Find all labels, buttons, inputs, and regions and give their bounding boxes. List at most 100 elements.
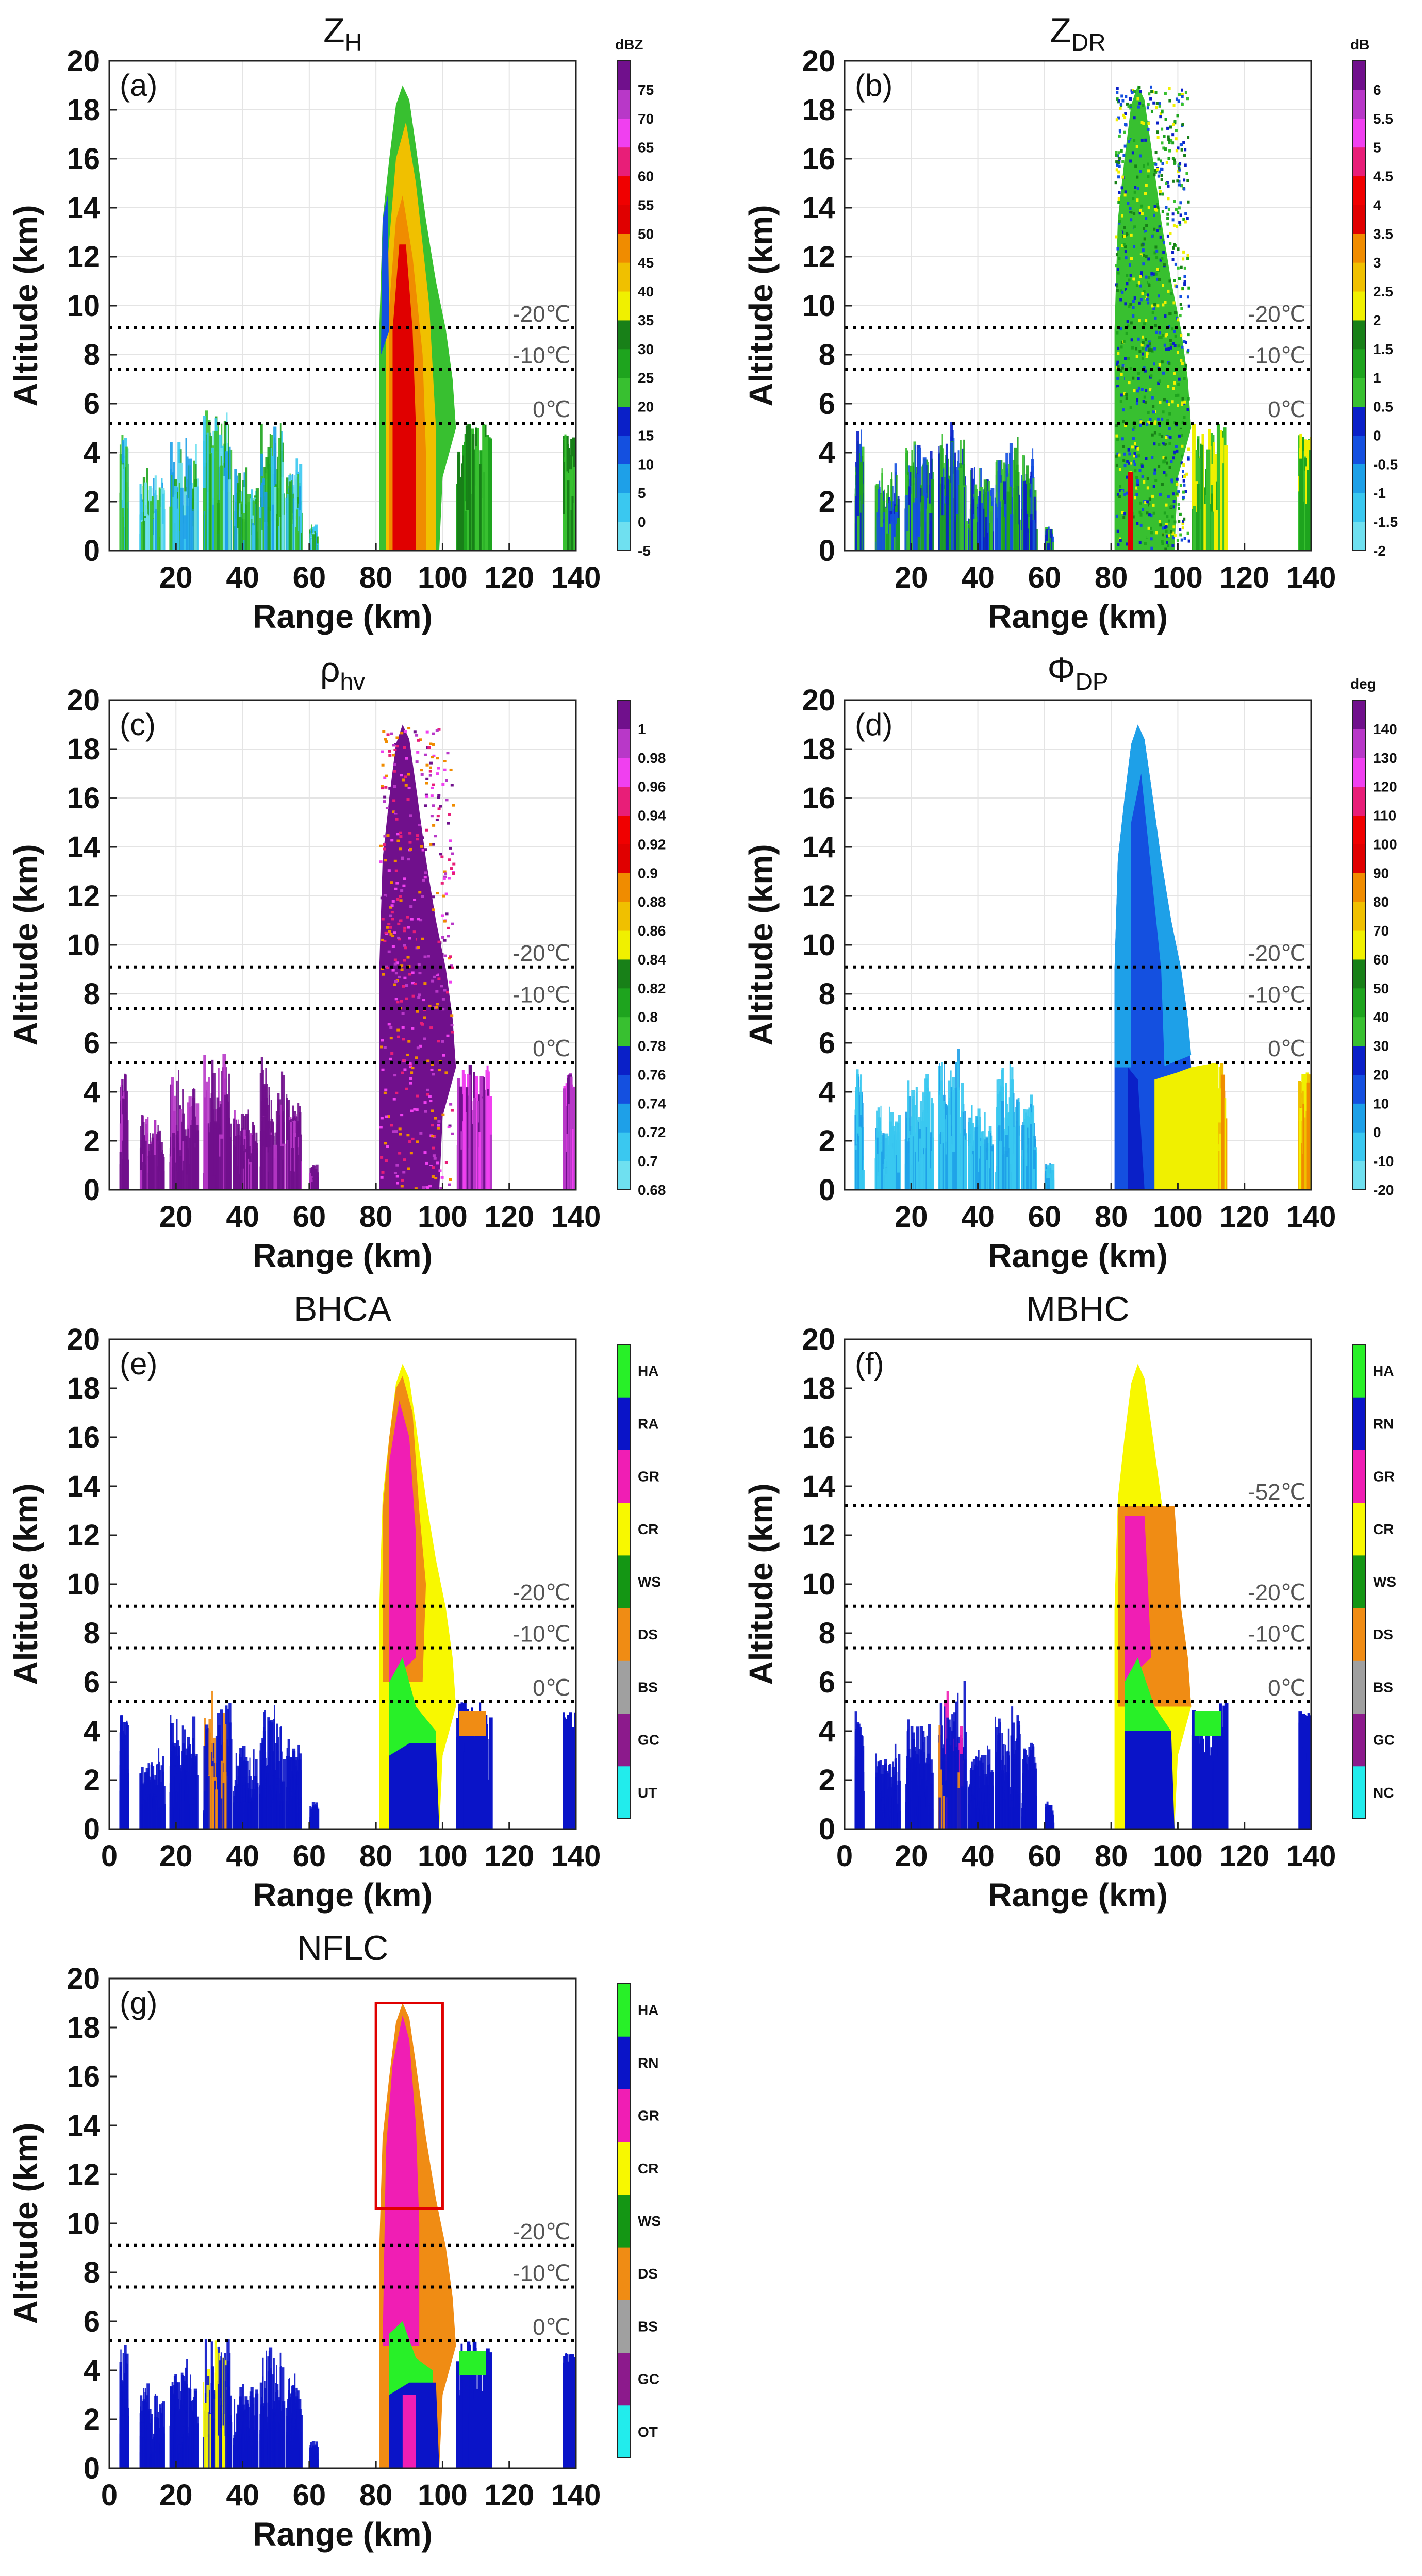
- colorbar-swatch: [1352, 234, 1366, 263]
- colorbar-swatch: [617, 377, 631, 407]
- colorbar-swatch: [1352, 348, 1366, 378]
- colorbar-swatch: [617, 1502, 631, 1556]
- colorbar-swatch: [1352, 320, 1366, 350]
- colorbar-label: 3: [1373, 255, 1381, 271]
- x-tick-label: 80: [359, 561, 393, 594]
- colorbar-label: 0.8: [638, 1009, 658, 1025]
- colorbar-swatch: [1352, 1660, 1366, 1714]
- x-tick-label: 140: [551, 1839, 601, 1873]
- y-tick-label: 8: [84, 1617, 100, 1650]
- x-tick-label: 140: [551, 1200, 601, 1234]
- y-tick-label: 8: [819, 977, 835, 1011]
- x-tick-label: 140: [1286, 561, 1336, 594]
- x-tick-label: 140: [1286, 1200, 1336, 1234]
- panel-letter: (a): [120, 68, 157, 103]
- panel-d: 0℃-10℃-20℃20 40 60 80 100 120 1400246810121416…: [742, 650, 1397, 1274]
- isotherm-label: -20℃: [1248, 302, 1306, 327]
- y-tick-label: 14: [802, 1470, 835, 1503]
- x-axis-label: Range (km): [988, 1876, 1168, 1914]
- y-tick-label: 14: [67, 1470, 100, 1503]
- colorbar-frame: [1352, 700, 1366, 1190]
- colorbar-swatch: [617, 2194, 631, 2248]
- y-tick-label: 18: [802, 1372, 835, 1405]
- echo-field: [119, 1364, 576, 1829]
- colorbar-swatch: [617, 2405, 631, 2458]
- colorbar-swatch: [1352, 61, 1366, 90]
- colorbar-swatch: [1352, 988, 1366, 1018]
- colorbar-swatch: [617, 262, 631, 292]
- colorbar-frame: [617, 700, 631, 1190]
- colorbar-label: -10: [1373, 1153, 1394, 1169]
- panel-title: ZDR: [1050, 11, 1106, 56]
- y-tick-label: 4: [819, 436, 835, 470]
- y-tick-label: 4: [84, 1715, 100, 1748]
- y-tick-label: 10: [67, 928, 100, 962]
- y-tick-label: 0: [84, 534, 100, 568]
- y-tick-label: 0: [84, 2452, 100, 2485]
- colorbar-swatch: [617, 1103, 631, 1133]
- colorbar-swatch: [617, 464, 631, 493]
- colorbar-label: -0.5: [1373, 456, 1398, 472]
- colorbar-label: 0.5: [1373, 399, 1393, 415]
- panel-e: 0℃ -10℃ -20℃ 0 20 40 60 80 100 120 140 0 2 4 6 8 10 12 14 1…: [7, 1289, 661, 1914]
- panel-letter: (c): [120, 707, 156, 742]
- y-tick-label: 12: [67, 1519, 100, 1552]
- y-tick-label: 2: [84, 1764, 100, 1797]
- x-tick-label: 100: [418, 2479, 468, 2512]
- y-tick-label: 0: [819, 1813, 835, 1846]
- colorbar-label: -5: [638, 543, 651, 559]
- y-tick-label: 10: [67, 1568, 100, 1601]
- colorbar-label: 3.5: [1373, 226, 1393, 242]
- y-tick-label: 6: [84, 387, 100, 421]
- colorbar: UT GC BS DS WS CR GR RA HA: [617, 1344, 661, 1819]
- echo-field: [119, 85, 576, 551]
- colorbar-label: HA: [638, 2002, 658, 2018]
- colorbar-label: 110: [1373, 808, 1396, 824]
- y-tick-label: 14: [67, 830, 100, 864]
- y-tick-label: 12: [802, 1519, 835, 1552]
- colorbar-label: 15: [638, 427, 654, 443]
- colorbar-frame: [617, 60, 631, 551]
- y-tick-label: 0: [819, 534, 835, 568]
- colorbar-swatch: [1352, 1766, 1366, 1819]
- y-tick-label: 0: [84, 1173, 100, 1207]
- colorbar-swatch: [1352, 147, 1366, 177]
- colorbar-swatch: [617, 61, 631, 90]
- isotherm-label: -10℃: [1248, 343, 1306, 369]
- panel-letter: (e): [120, 1347, 157, 1381]
- x-tick-label: 60: [1028, 1200, 1062, 1234]
- y-axis-label: Altitude (km): [742, 844, 780, 1045]
- colorbar-swatch: [1352, 1132, 1366, 1161]
- colorbar-label: 0.86: [638, 923, 666, 939]
- colorbar-label: 120: [1373, 779, 1397, 795]
- y-tick-label: 14: [802, 830, 835, 864]
- colorbar-swatch: [617, 435, 631, 464]
- colorbar-swatch: [1352, 205, 1366, 234]
- x-tick-label: 80: [359, 1200, 393, 1234]
- colorbar-swatch: [1352, 700, 1366, 729]
- colorbar-label: 1: [638, 721, 646, 737]
- x-tick-label: 100: [1153, 561, 1203, 594]
- colorbar-swatch: [617, 2141, 631, 2195]
- y-tick-label: 6: [819, 1026, 835, 1060]
- x-tick-label: 80: [359, 1839, 393, 1873]
- echo-field: [854, 1364, 1311, 1829]
- x-tick-label: 120: [484, 2479, 534, 2512]
- panel-title: NFLC: [297, 1929, 389, 1968]
- x-tick-label: 100: [1153, 1200, 1203, 1234]
- panel-b: 0℃-10℃-20℃20 40 60 80 100 120 1400246810121416…: [742, 11, 1398, 635]
- colorbar-label: 30: [1373, 1038, 1389, 1054]
- x-axis-label: Range (km): [988, 1237, 1168, 1274]
- panel-c: 0℃-10℃-20℃20 40 60 80 100 120 1400246810121416…: [7, 650, 666, 1274]
- colorbar-label: 50: [1373, 980, 1389, 996]
- panel-letter: (b): [855, 68, 892, 103]
- colorbar-swatch: [617, 959, 631, 989]
- y-tick-label: 4: [84, 436, 100, 470]
- colorbar: 0.68 0.7 0.72 0.74 0.76 0.78 0.8 0.82 0.84 0.86 0.…: [617, 700, 666, 1198]
- x-tick-label: 20: [159, 2479, 193, 2512]
- x-tick-label: 40: [226, 2479, 259, 2512]
- y-tick-label: 16: [802, 782, 835, 815]
- y-tick-label: 20: [67, 1962, 100, 1996]
- colorbar: -5 0 5 10 15 20 25 30 35 40 45 50 55 60 65 70 75 dBZ: [615, 37, 654, 559]
- y-tick-label: 14: [802, 191, 835, 225]
